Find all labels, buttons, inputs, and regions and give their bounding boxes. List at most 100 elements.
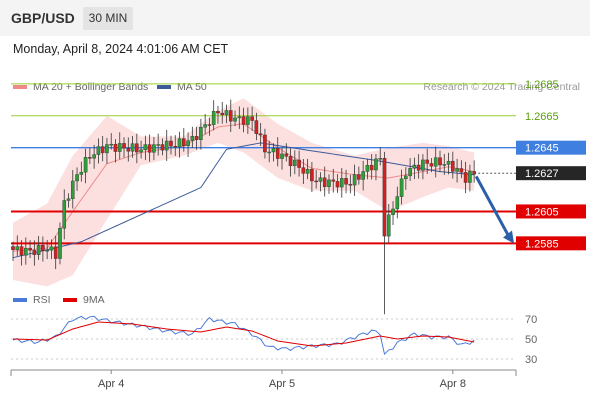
level-label-1.2585: 1.2585 — [525, 238, 559, 250]
candle-body — [36, 244, 41, 255]
candle-body — [271, 148, 276, 153]
candle-body — [143, 144, 148, 151]
candle-body — [11, 246, 15, 250]
candle-body — [100, 146, 105, 154]
candle-body — [365, 164, 370, 172]
candle-body — [382, 158, 387, 237]
symbol-title: GBP/USD — [11, 10, 75, 26]
candle-body — [105, 144, 109, 154]
candle-body — [207, 124, 212, 126]
candle-body — [58, 227, 62, 259]
candle-body — [122, 143, 126, 149]
candle-body — [41, 244, 45, 251]
candle-body — [288, 156, 293, 167]
candle-body — [429, 163, 434, 167]
candle-body — [45, 249, 49, 252]
candle-body — [314, 180, 318, 183]
rsi-panel: 70 50 30 — [11, 314, 537, 366]
candle-body — [211, 111, 216, 125]
rsi-ma-legend: 9MA — [63, 294, 105, 306]
ma50-line — [12, 142, 475, 259]
candle-body — [348, 184, 353, 186]
candle-body — [331, 179, 336, 182]
candle-body — [250, 116, 254, 121]
candle-body — [301, 167, 306, 174]
price-tags: 1.2685 1.2665 1.2645 1.2605 1.2585 1.2627 — [474, 79, 586, 251]
top-bar: GBP/USD 30 MIN — [0, 0, 590, 36]
candle-body — [203, 124, 207, 128]
ma50-polyline — [12, 142, 475, 259]
candle-body — [344, 178, 348, 185]
candle-body — [53, 246, 58, 259]
candle-body — [135, 143, 139, 153]
candle-body — [280, 153, 284, 159]
forecast-arrow-head — [503, 230, 514, 244]
candle-body — [378, 158, 383, 160]
candle-body — [446, 160, 451, 165]
candle-body — [463, 172, 468, 183]
candle-body — [15, 246, 20, 250]
candle-body — [96, 146, 101, 155]
rsi-tick-70: 70 — [525, 314, 537, 326]
candle-body — [130, 143, 135, 152]
level-tag-1.2645 — [516, 140, 586, 155]
candle-body — [318, 177, 323, 182]
ma50-legend-swatch — [157, 85, 171, 90]
candle-body — [241, 116, 246, 125]
candle-body — [335, 181, 340, 188]
rsi-ma-legend-label: 9MA — [83, 294, 105, 306]
x-tick-label: Apr 5 — [269, 378, 295, 390]
candle-body — [228, 110, 233, 122]
candle-body — [421, 159, 425, 171]
candle-body — [275, 148, 280, 159]
candle-body — [164, 140, 169, 151]
candle-body — [267, 151, 272, 154]
candle-body — [357, 174, 361, 180]
candle-body — [386, 214, 391, 237]
level-label-1.2645: 1.2645 — [525, 143, 559, 155]
candle-body — [181, 138, 186, 147]
candle-body — [190, 136, 195, 141]
candle-body — [237, 116, 242, 119]
candle-body — [156, 144, 160, 146]
candle-body — [258, 133, 263, 136]
candle-body — [408, 168, 412, 177]
candle-body — [19, 246, 24, 256]
candle-body — [352, 174, 357, 186]
candle-body — [322, 177, 327, 187]
rsi-ma-line — [12, 321, 475, 347]
candle-body — [109, 143, 114, 146]
candle-body — [391, 208, 395, 215]
rsi-legend-swatch — [13, 298, 27, 303]
timeframe-button[interactable]: 30 MIN — [83, 7, 133, 30]
candle-body — [263, 134, 267, 153]
time-axis: Apr 4 Apr 5 Apr 8 — [10, 369, 517, 390]
candle-body — [455, 168, 459, 172]
candle-body — [126, 148, 131, 152]
rsi-tick-30: 30 — [525, 354, 537, 366]
last-price-tag — [516, 166, 586, 181]
candle-body — [49, 246, 54, 251]
candle-body — [369, 164, 374, 171]
candle-body — [433, 157, 438, 167]
candle-body — [327, 179, 331, 187]
level-tag-1.2605 — [516, 204, 586, 219]
level-label-1.2605: 1.2605 — [525, 206, 559, 218]
candle-body — [305, 169, 310, 174]
candle-body — [451, 160, 455, 172]
candle-body — [442, 164, 447, 166]
candle-body — [425, 159, 429, 164]
candle-body — [79, 171, 84, 175]
rsi-line — [12, 315, 475, 356]
candle-body — [199, 126, 203, 140]
candle-body — [293, 159, 297, 167]
chart-datetime: Monday, April 8, 2024 4:01:06 AM CET — [13, 42, 229, 56]
candle-body — [113, 143, 118, 152]
bb-legend-swatch — [13, 85, 27, 90]
last-price-label: 1.2627 — [525, 168, 559, 180]
rsi-legend-label: RSI — [33, 294, 51, 306]
level-label-1.2685: 1.2685 — [525, 79, 559, 91]
candle-body — [233, 117, 237, 122]
rsi-tick-50: 50 — [525, 334, 537, 346]
